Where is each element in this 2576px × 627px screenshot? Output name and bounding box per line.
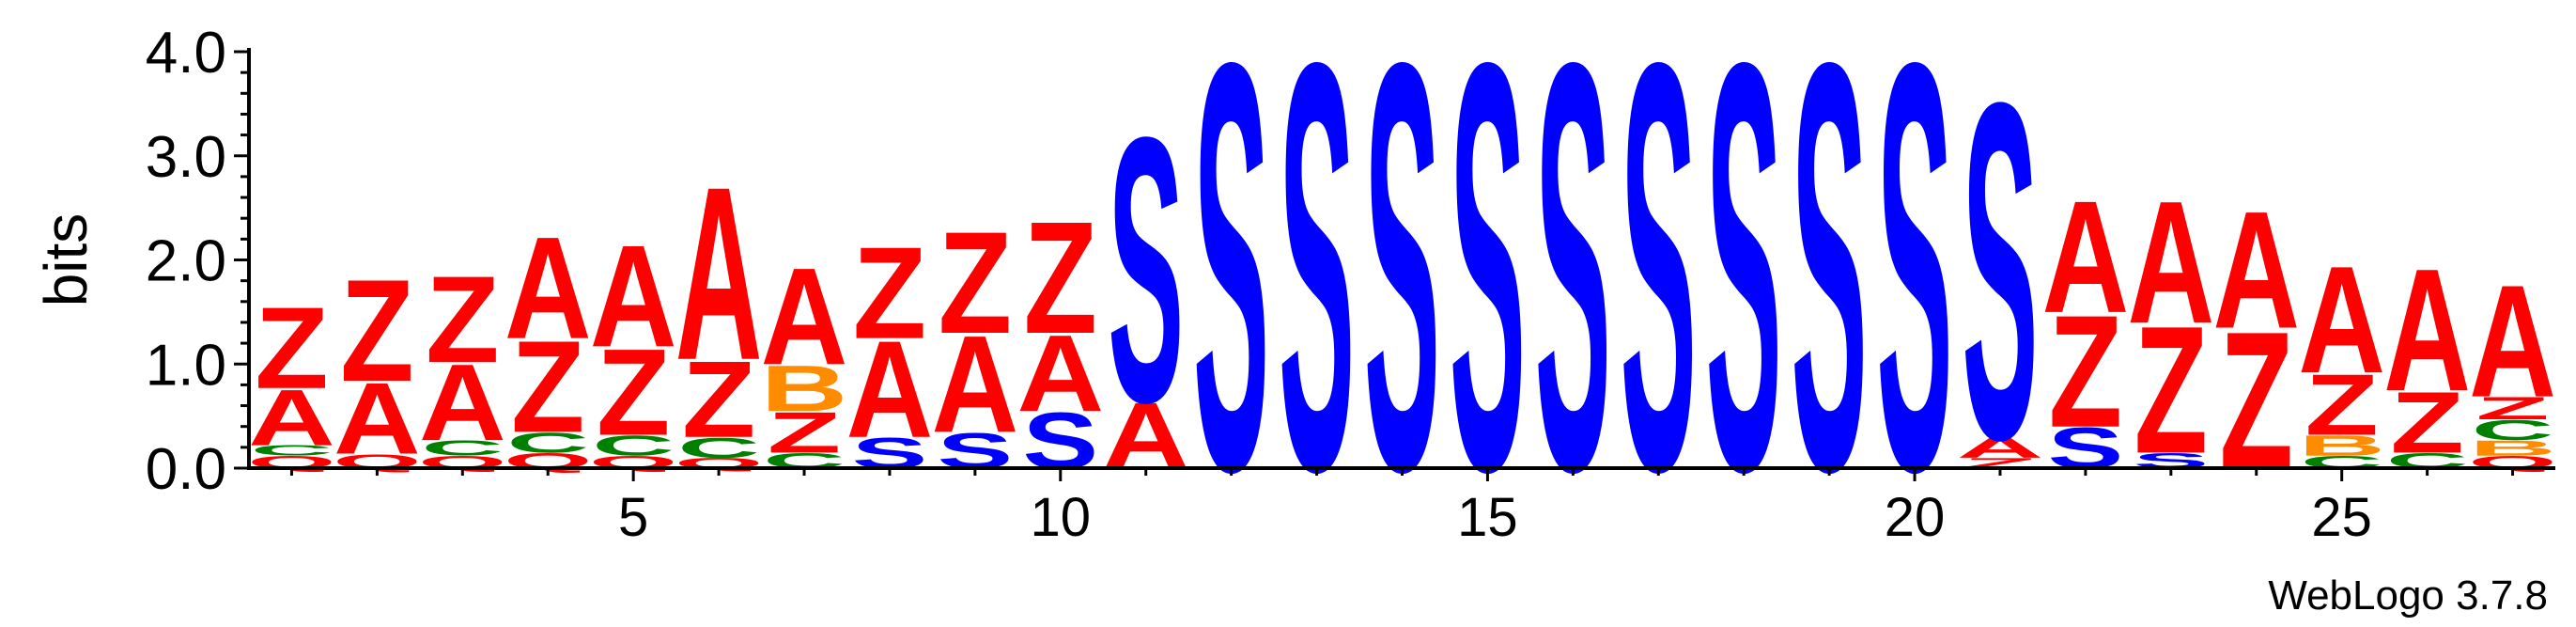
x-tick-label: 20 xyxy=(1885,487,1946,548)
x-tick-label: 10 xyxy=(1031,487,1092,548)
logo-glyph-s: S xyxy=(1193,0,1269,592)
logo-glyph-a: A xyxy=(2212,177,2300,363)
logo-glyph-z: Z xyxy=(2475,390,2549,426)
logo-glyph-s: S xyxy=(1450,0,1526,592)
x-tick-label: 15 xyxy=(1457,487,1518,548)
logo-glyph-c: C xyxy=(251,443,334,459)
weblogo-version-label: WebLogo 3.7.8 xyxy=(2268,572,2548,619)
logo-glyph-s: S xyxy=(1877,0,1953,592)
logo-glyph-z: Z xyxy=(939,202,1012,365)
logo-glyph-a: A xyxy=(334,363,421,476)
logo-glyph-b: B xyxy=(2298,430,2385,462)
logo-glyph-z: Z xyxy=(682,338,755,461)
logo-glyph-a: A xyxy=(932,307,1019,462)
logo-glyph-s: S xyxy=(1621,0,1697,592)
y-axis: 0.0 1.0 2.0 3.0 4.0 xyxy=(146,21,251,502)
y-tick-label: 0.0 xyxy=(146,437,226,502)
logo-glyph-c: C xyxy=(2472,414,2554,447)
logo-glyph-b: B xyxy=(2469,436,2556,461)
logo-glyph-a: A xyxy=(675,135,763,412)
logo-glyph-a: A xyxy=(504,207,592,369)
logo-glyph-z: Z xyxy=(768,400,841,465)
logo-glyph-s: S xyxy=(1963,2,2039,539)
logo-glyph-s: S xyxy=(1706,0,1782,592)
logo-glyph-a: A xyxy=(248,373,335,462)
logo-glyph-c: C xyxy=(677,431,760,464)
logo-glyph-a: A xyxy=(846,313,934,467)
logo-glyph-z: Z xyxy=(426,250,499,389)
y-tick-label: 2.0 xyxy=(146,229,226,294)
logo-glyph-a: A xyxy=(2383,232,2471,427)
logo-glyph-z: Z xyxy=(511,314,584,460)
logo-glyph-a: A xyxy=(590,215,677,378)
logo-glyph-z: Z xyxy=(340,250,413,413)
logo-glyph-s: S xyxy=(1792,0,1868,592)
logo-glyph-z: Z xyxy=(853,221,926,367)
x-axis: 5 10 15 20 25 xyxy=(249,466,2555,548)
y-tick-label: 1.0 xyxy=(146,333,226,398)
logo-glyph-a: A xyxy=(1957,431,2044,464)
logo-glyph-s: S xyxy=(1108,58,1184,481)
logo-glyph-s: S xyxy=(1279,0,1355,592)
logo-glyph-a: A xyxy=(2042,167,2130,346)
logo-glyph-a: A xyxy=(1016,312,1104,434)
logo-glyph-a: A xyxy=(419,341,506,463)
logo-glyph-z: Z xyxy=(2304,356,2378,454)
logo-glyph-z: Z xyxy=(1024,188,1097,367)
logo-glyph-a: A xyxy=(2298,235,2385,406)
x-tick-label: 5 xyxy=(618,487,648,548)
y-tick-label: 3.0 xyxy=(146,125,226,190)
logo-glyph-a: A xyxy=(761,240,848,394)
logo-glyph-s: S xyxy=(1535,0,1611,592)
x-tick-label: 25 xyxy=(2311,487,2372,548)
y-tick-label: 4.0 xyxy=(146,21,226,86)
logo-glyph-z: Z xyxy=(2134,288,2208,492)
logo-glyph-z: Z xyxy=(2049,282,2122,461)
logo-glyph-s: S xyxy=(1364,0,1440,592)
logo-glyph-b: B xyxy=(761,352,848,425)
logo-glyph-c: C xyxy=(422,436,504,461)
logo-glyph-z: Z xyxy=(2390,374,2463,472)
logo-glyph-z: Z xyxy=(255,283,328,413)
logo-glyph-a: A xyxy=(2469,252,2556,431)
logo-glyph-c: C xyxy=(506,426,589,459)
y-axis-label: bits xyxy=(32,213,100,307)
logo-glyph-z: Z xyxy=(597,322,670,462)
logo-glyph-a: A xyxy=(2127,165,2214,359)
logo-glyph-c: C xyxy=(592,430,675,462)
